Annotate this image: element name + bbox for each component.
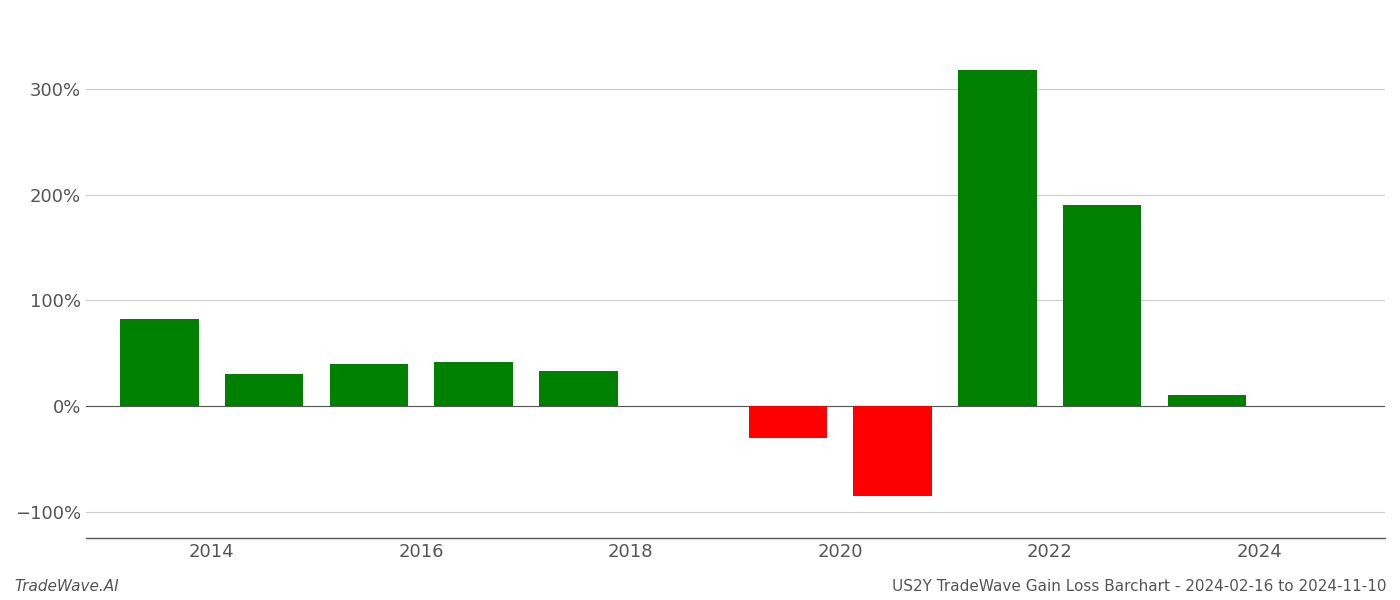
Bar (749, 406, 827, 438)
Bar (329, 364, 409, 406)
Bar (958, 70, 1036, 406)
Bar (1168, 395, 1246, 406)
Bar (1063, 205, 1141, 406)
Bar (854, 406, 932, 496)
Bar (120, 319, 199, 406)
Bar (539, 371, 617, 406)
Bar (434, 362, 512, 406)
Text: TradeWave.AI: TradeWave.AI (14, 579, 119, 594)
Bar (225, 374, 304, 406)
Text: US2Y TradeWave Gain Loss Barchart - 2024-02-16 to 2024-11-10: US2Y TradeWave Gain Loss Barchart - 2024… (892, 579, 1386, 594)
